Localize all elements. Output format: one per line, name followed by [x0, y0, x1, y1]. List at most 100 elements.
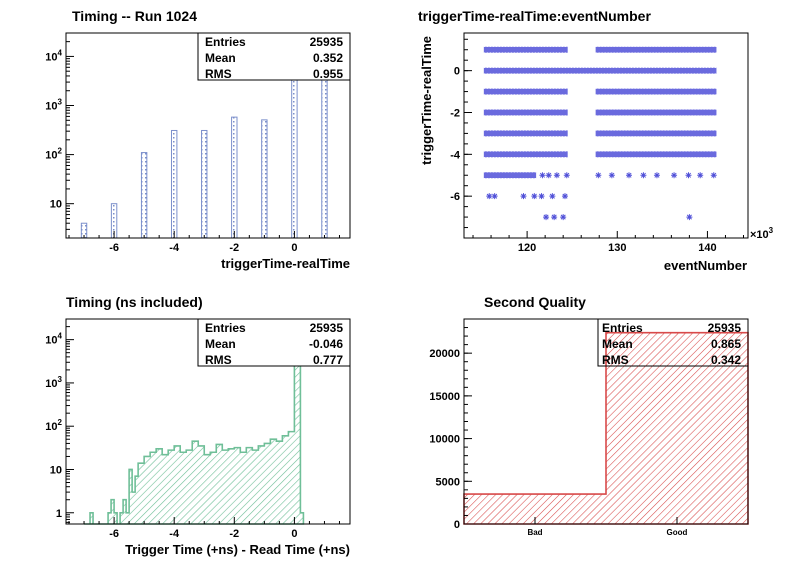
histogram-bar: [291, 53, 298, 239]
x-tick-label: -6: [109, 242, 119, 254]
scatter-point: [553, 172, 560, 179]
y-tick-label: 103: [45, 375, 62, 390]
scatter-point-band: [483, 88, 568, 95]
y-tick-label: 0: [454, 519, 460, 531]
axes: 120 130 140 -6 -4 -2 0: [450, 38, 744, 254]
y-tick-label: 10: [50, 464, 62, 476]
x-tick-label: -2: [229, 242, 239, 254]
scatter-point: [520, 193, 527, 200]
y-tick-label: 15000: [429, 391, 460, 403]
x-tick-label: Bad: [527, 528, 542, 537]
scatter-point: [551, 214, 558, 221]
plot-frame: [463, 32, 749, 239]
scatter-point: [561, 193, 568, 200]
chart-title: triggerTime-realTime:eventNumber: [418, 8, 651, 24]
x-tick-label: 140: [698, 242, 716, 254]
scatter-point-band: [483, 67, 717, 74]
stats-entries-value: 25935: [708, 321, 742, 335]
histogram-bar: [231, 116, 238, 239]
scatter-point: [539, 172, 546, 179]
stats-box: Entries 25935 Mean -0.046 RMS 0.777: [197, 318, 351, 367]
y-tick-label: 10: [50, 199, 62, 211]
stats-frame: [597, 318, 749, 367]
panel-second-quality: Second Quality Bad Good 0 5000 10000 15000 200…: [429, 294, 749, 537]
scatter-point: [671, 172, 678, 179]
chart-title: Timing -- Run 1024: [72, 8, 197, 24]
scatter-point: [531, 193, 538, 200]
y-tick-label: 104: [45, 48, 62, 63]
x-tick-label: 0: [291, 242, 297, 254]
scatter-point: [549, 193, 556, 200]
stats-entries-label: Entries: [205, 321, 246, 335]
y-tick-label: 20000: [429, 348, 460, 360]
x-tick-label: 130: [608, 242, 626, 254]
scatter-point: [608, 172, 615, 179]
stats-rms-label: RMS: [602, 353, 629, 367]
x-tick-label: -4: [169, 242, 180, 254]
x-tick-label: Good: [667, 528, 688, 537]
stats-frame: [197, 318, 351, 367]
stats-mean-value: 0.865: [711, 337, 741, 351]
panel-timing-run: Timing -- Run 1024 -6 -4 -2 0 10 102 103 104 tr…: [45, 8, 351, 271]
y-tick-label: 102: [45, 147, 62, 162]
y-tick-label: 5000: [436, 476, 460, 488]
stats-rms-label: RMS: [205, 67, 232, 81]
x-multiplier: ×103: [750, 226, 774, 241]
x-tick-label: -2: [229, 528, 239, 540]
stats-frame: [197, 32, 351, 81]
scatter-point: [545, 172, 552, 179]
x-tick-label: -4: [169, 528, 180, 540]
scatter-point: [543, 214, 550, 221]
plot-area: [80, 47, 328, 239]
scatter-point: [595, 172, 602, 179]
y-tick-label: 103: [45, 98, 62, 113]
stats-mean-label: Mean: [205, 51, 236, 65]
scatter-point: [697, 172, 704, 179]
scatter-point-band: [595, 151, 717, 158]
stats-entries-value: 25935: [310, 321, 344, 335]
x-axis-title: eventNumber: [664, 258, 747, 273]
y-tick-label: 0: [454, 66, 460, 78]
stats-entries-value: 25935: [310, 35, 344, 49]
stats-rms-value: 0.777: [313, 353, 343, 367]
y-tick-label: -6: [450, 191, 460, 203]
scatter-point-band: [595, 46, 717, 53]
histogram-area: [84, 331, 305, 525]
panel-timing-ns: Timing (ns included) -6 -4 -2 0 1 10 102 103 104…: [45, 294, 351, 557]
scatter-point: [538, 193, 545, 200]
scatter-point: [563, 172, 570, 179]
y-tick-label: 1: [56, 508, 62, 520]
histogram-bar: [261, 119, 268, 239]
scatter-point-band: [483, 172, 537, 179]
y-axis-title: triggerTime-realTime: [419, 36, 434, 165]
plot-area: [483, 46, 717, 221]
stats-rms-value: 0.955: [313, 67, 343, 81]
plot-area: [84, 331, 305, 525]
histogram-bar: [140, 152, 148, 239]
scatter-point: [560, 214, 567, 221]
stats-mean-value: 0.352: [313, 51, 343, 65]
stats-mean-label: Mean: [205, 337, 236, 351]
axes: -6 -4 -2 0 1 10 102 103 104: [45, 326, 340, 540]
scatter-point: [686, 214, 693, 221]
x-axis-title: triggerTime-realTime: [221, 256, 350, 271]
stats-entries-label: Entries: [205, 35, 246, 49]
y-tick-label: 10000: [429, 434, 460, 446]
panel-scatter: triggerTime-realTime:eventNumber 120 130 1…: [418, 8, 774, 273]
axes: Bad Good 0 5000 10000 15000 20000: [429, 318, 688, 537]
scatter-point: [491, 193, 498, 200]
stats-rms-label: RMS: [205, 353, 232, 367]
stats-mean-label: Mean: [602, 337, 633, 351]
scatter-point: [640, 172, 647, 179]
x-axis-title: Trigger Time (+ns) - Read Time (+ns): [125, 542, 350, 557]
histogram-bar: [201, 129, 208, 239]
stats-box: Entries 25935 Mean 0.352 RMS 0.955: [197, 32, 351, 81]
scatter-point: [685, 172, 692, 179]
axes: -6 -4 -2 0 10 102 103 104: [45, 41, 340, 254]
scatter-point-band: [595, 109, 717, 116]
scatter-point: [486, 193, 493, 200]
stats-entries-label: Entries: [602, 321, 643, 335]
y-tick-label: -2: [450, 107, 460, 119]
chart-title: Second Quality: [484, 294, 586, 310]
